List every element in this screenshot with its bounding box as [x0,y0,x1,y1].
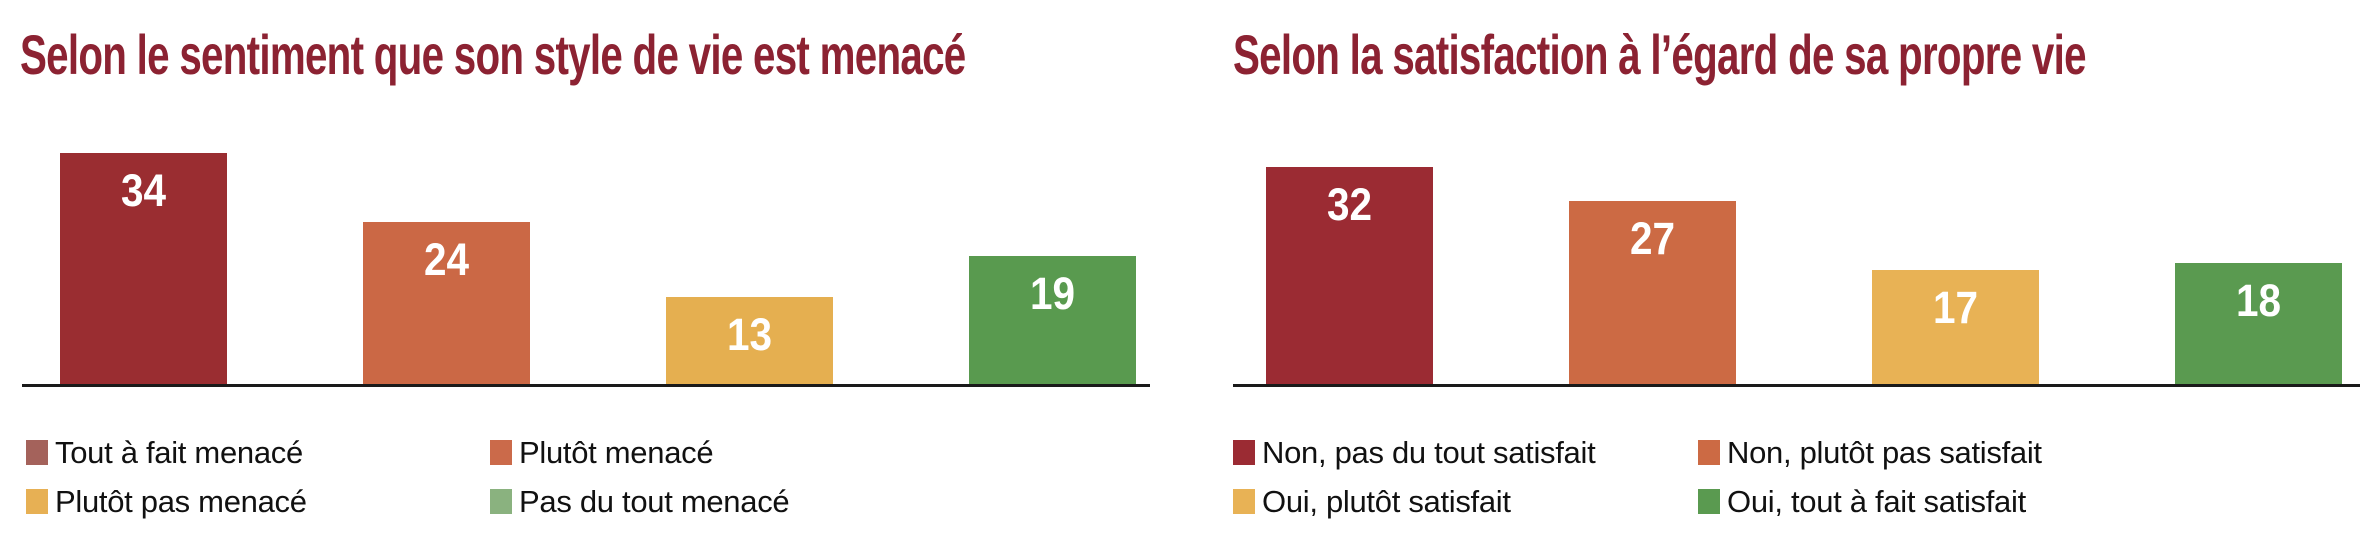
legend-label: Plutôt menacé [519,434,714,470]
legend-label: Oui, plutôt satisfait [1262,483,1511,519]
bar-non-plut-t-pas-satisfait: 27 [1569,201,1736,386]
legend-item-non-plut-t-pas-satisfait: Non, plutôt pas satisfait [1698,436,2042,468]
bar-plut-t-menac-: 24 [363,222,530,386]
legend-label: Tout à fait menacé [55,434,303,470]
bar-plut-t-pas-menac-: 13 [666,297,833,386]
legend-swatch [490,439,512,465]
legend-item-plut-t-pas-menac-: Plutôt pas menacé [26,485,307,517]
bar-value-label: 13 [726,309,773,360]
bar-value-label: 19 [1029,268,1076,319]
bar-value-label: 34 [120,165,167,216]
x-axis-line [22,384,1150,387]
legend-swatch [26,488,48,514]
legend-item-oui-tout-fait-satisfait: Oui, tout à fait satisfait [1698,485,2026,517]
legend-label: Non, pas du tout satisfait [1262,434,1596,470]
legend-swatch [1233,488,1255,514]
legend-label: Pas du tout menacé [519,483,790,519]
bar-non-pas-du-tout-satisfait: 32 [1266,167,1433,386]
legend-swatch [1698,439,1720,465]
bar-value-label: 32 [1326,179,1373,230]
legend-label: Oui, tout à fait satisfait [1727,483,2026,519]
bar-oui-tout-fait-satisfait: 18 [2175,263,2342,386]
legend-item-tout-fait-menac-: Tout à fait menacé [26,436,303,468]
legend-swatch [490,488,512,514]
legend-item-oui-plut-t-satisfait: Oui, plutôt satisfait [1233,485,1511,517]
chart-panel-life-satisfaction: Selon la satisfaction à l’égard de sa pr… [1190,0,2378,556]
legend-item-non-pas-du-tout-satisfait: Non, pas du tout satisfait [1233,434,1596,470]
legend-item-plut-t-menac-: Plutôt menacé [490,434,714,470]
chart-title-life-satisfaction: Selon la satisfaction à l’égard de sa pr… [1233,23,2087,86]
legend-label: Non, plutôt pas satisfait [1727,434,2042,470]
legend-swatch [1698,488,1720,514]
bar-tout-fait-menac-: 34 [60,153,227,386]
bar-chart-lifestyle-threat: 34 24 13 19 [0,0,1190,400]
bar-pas-du-tout-menac-: 19 [969,256,1136,386]
bar-value-label: 27 [1629,213,1676,264]
legend-item-pas-du-tout-menac-: Pas du tout menacé [490,483,790,519]
bar-value-label: 24 [423,234,470,285]
legend-swatch [26,439,48,465]
bar-chart-life-satisfaction: 32 27 17 18 [1190,0,2378,400]
bar-value-label: 17 [1932,282,1979,333]
legend-label: Plutôt pas menacé [55,483,307,519]
x-axis-line [1233,384,2360,387]
legend-swatch [1233,439,1255,465]
bar-oui-plut-t-satisfait: 17 [1872,270,2039,386]
bar-value-label: 18 [2235,275,2282,326]
chart-title-lifestyle-threat: Selon le sentiment que son style de vie … [20,23,966,86]
chart-panel-lifestyle-threat: Selon le sentiment que son style de vie … [0,0,1190,519]
